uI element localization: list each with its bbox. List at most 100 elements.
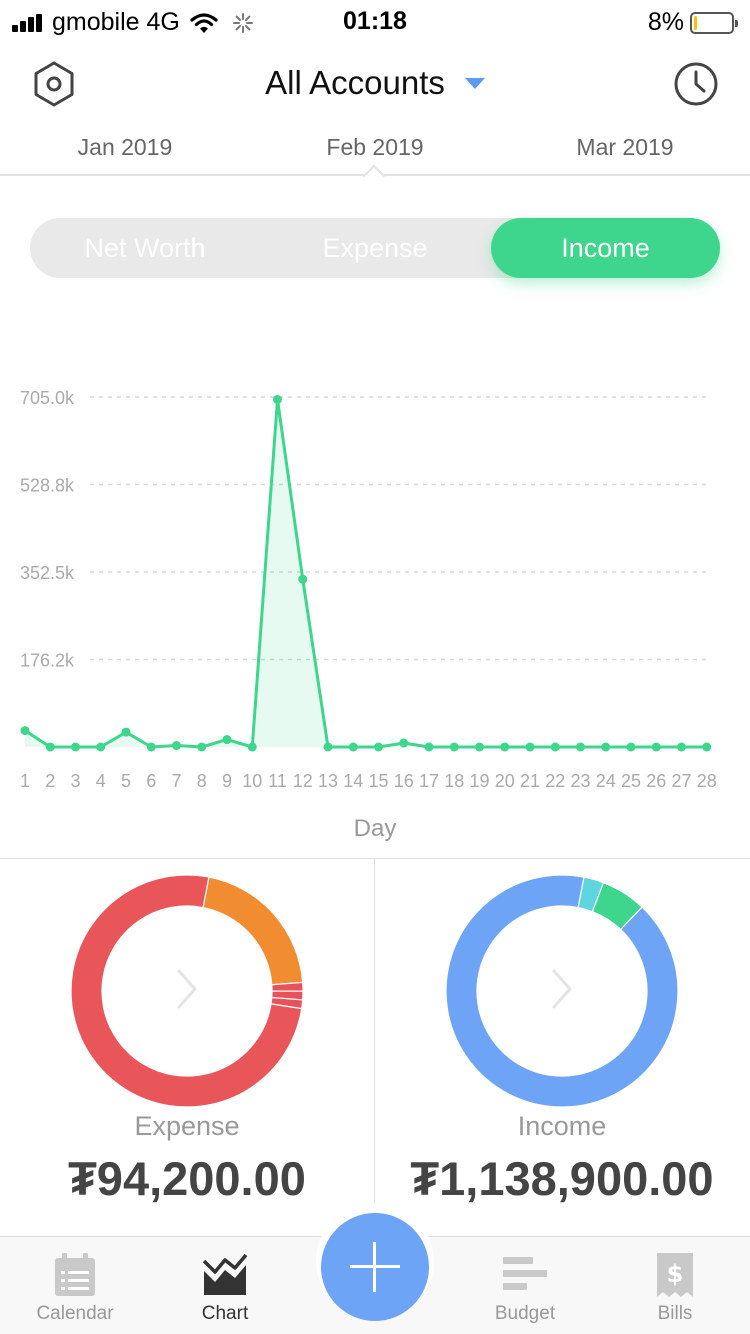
data-point[interactable]	[677, 742, 686, 752]
data-point[interactable]	[424, 742, 434, 752]
x-tick-label: 8	[197, 771, 207, 791]
data-point[interactable]	[96, 742, 106, 752]
x-tick-label: 19	[469, 771, 489, 791]
x-tick-label: 3	[70, 771, 80, 791]
tab-budget[interactable]: Budget	[450, 1237, 600, 1334]
data-point[interactable]	[550, 742, 560, 752]
data-point[interactable]	[222, 735, 232, 745]
y-tick-label: 352.5k	[20, 563, 75, 583]
header: All Accounts	[0, 42, 750, 128]
month-pointer	[362, 164, 386, 188]
series-line	[24, 397, 707, 749]
chart-icon	[202, 1253, 248, 1295]
page-title: All Accounts	[265, 64, 445, 101]
data-point[interactable]	[601, 742, 611, 752]
data-point[interactable]	[247, 742, 257, 752]
month-previous[interactable]: Jan 2019	[77, 134, 173, 160]
data-point[interactable]	[626, 742, 636, 752]
data-point[interactable]	[71, 742, 80, 752]
expense-slice[interactable]	[202, 876, 304, 986]
data-point[interactable]	[45, 742, 55, 752]
income-slice[interactable]	[445, 874, 679, 1108]
x-tick-label: 13	[318, 771, 338, 791]
data-point[interactable]	[298, 574, 308, 584]
y-tick-label: 528.8k	[20, 476, 75, 496]
x-tick-label: 25	[621, 771, 641, 791]
x-tick-label: 22	[545, 771, 565, 791]
battery-icon	[690, 11, 738, 34]
wifi-icon	[190, 12, 218, 33]
expense-summary-card[interactable]: Expense ₮94,200.00	[0, 859, 374, 1237]
settings-icon[interactable]	[30, 60, 78, 108]
month-current[interactable]: Feb 2019	[326, 134, 424, 160]
status-time: 01:18	[343, 7, 407, 35]
income-summary-card[interactable]: Income ₮1,138,900.00	[375, 859, 749, 1237]
x-tick-label: 23	[570, 771, 590, 791]
month-next[interactable]: Mar 2019	[576, 134, 674, 160]
chevron-right-icon	[552, 969, 572, 1009]
signal-icon	[12, 13, 44, 32]
add-transaction-button[interactable]	[321, 1213, 429, 1321]
data-point[interactable]	[146, 742, 156, 752]
expense-label: Expense	[134, 1111, 240, 1141]
x-tick-label: 20	[495, 771, 515, 791]
x-tick-label: 26	[646, 771, 666, 791]
tab-bills[interactable]: $ Bills	[600, 1237, 750, 1334]
x-axis-label: Day	[354, 815, 397, 842]
x-tick-label: 27	[671, 771, 691, 791]
data-point[interactable]	[525, 742, 535, 752]
chevron-right-icon	[177, 969, 197, 1009]
data-point[interactable]	[399, 738, 409, 748]
expense-slice[interactable]	[70, 874, 303, 1108]
tab-chart-label: Chart	[201, 1303, 249, 1324]
chart-type-segmented-control: Net Worth Expense Income	[30, 218, 720, 278]
income-donut-chart	[445, 874, 679, 1108]
x-tick-label: 2	[45, 771, 55, 791]
x-tick-label: 6	[146, 771, 156, 791]
tab-calendar[interactable]: Calendar	[0, 1237, 150, 1334]
data-point[interactable]	[576, 742, 585, 752]
data-point[interactable]	[121, 727, 131, 737]
data-point[interactable]	[348, 742, 358, 752]
segment-net-worth[interactable]: Net Worth	[84, 233, 206, 263]
month-selector: Jan 2019 Feb 2019 Mar 2019	[0, 128, 750, 188]
data-point[interactable]	[475, 742, 484, 752]
x-tick-label: 7	[171, 771, 181, 791]
income-total: ₮1,138,900.00	[410, 1152, 714, 1205]
x-tick-label: 15	[368, 771, 388, 791]
series-area	[25, 399, 707, 747]
data-point[interactable]	[651, 742, 661, 752]
x-tick-label: 24	[596, 771, 616, 791]
x-tick-label: 12	[293, 771, 313, 791]
data-point[interactable]	[197, 742, 207, 752]
expense-total: ₮94,200.00	[68, 1152, 306, 1205]
tab-budget-label: Budget	[494, 1303, 556, 1324]
data-point[interactable]	[449, 742, 459, 752]
y-tick-label: 176.2k	[20, 651, 75, 671]
data-point[interactable]	[374, 742, 383, 752]
calendar-icon	[55, 1253, 95, 1296]
data-point[interactable]	[500, 742, 510, 752]
summary-section: Expense ₮94,200.00 Income ₮1,138,900.00	[0, 858, 750, 1237]
data-point[interactable]	[20, 726, 30, 736]
data-point[interactable]	[323, 742, 333, 752]
segment-income[interactable]: Income	[491, 218, 720, 278]
x-tick-label: 18	[444, 771, 464, 791]
x-tick-label: 1	[20, 771, 30, 791]
segment-expense[interactable]: Expense	[322, 233, 428, 263]
x-tick-label: 14	[343, 771, 363, 791]
tab-calendar-label: Calendar	[36, 1303, 114, 1324]
data-point[interactable]	[702, 742, 712, 752]
account-selector[interactable]: All Accounts	[0, 64, 750, 102]
data-point[interactable]	[273, 394, 282, 404]
data-point[interactable]	[172, 741, 181, 751]
summary-divider	[374, 859, 375, 1237]
x-tick-label: 10	[242, 771, 262, 791]
clock-icon[interactable]	[672, 60, 720, 108]
x-tick-label: 17	[419, 771, 439, 791]
tab-chart[interactable]: Chart	[150, 1237, 300, 1334]
budget-icon	[503, 1257, 547, 1290]
x-tick-label: 28	[697, 771, 717, 791]
carrier-label: gmobile 4G	[52, 8, 180, 36]
x-tick-label: 11	[268, 771, 287, 791]
